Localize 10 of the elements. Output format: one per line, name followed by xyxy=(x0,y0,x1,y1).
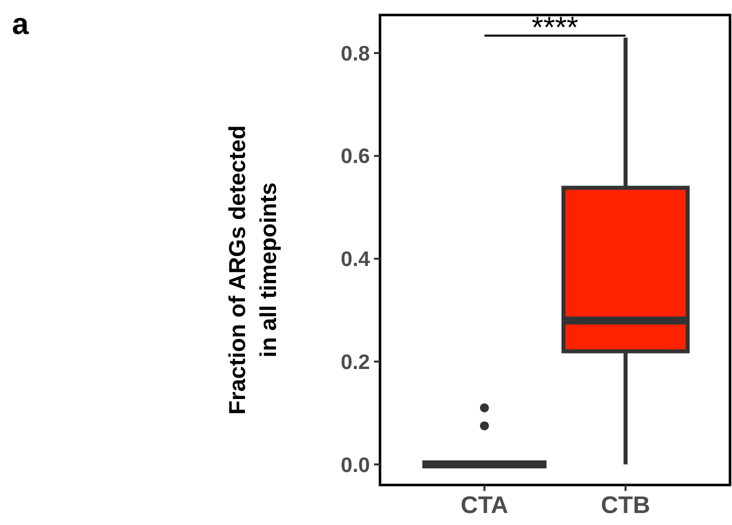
y-tick-label: 0.8 xyxy=(340,42,370,66)
y-axis-title: Fraction of ARGs detected in all timepoints xyxy=(224,125,281,415)
text: a xyxy=(12,8,29,41)
x-tick-label: CTA xyxy=(460,492,508,519)
y-tick-label: 0.6 xyxy=(340,145,370,168)
y-tick-label: 0.4 xyxy=(340,248,370,272)
x-tick-label: CTB xyxy=(600,492,650,519)
annotation: **** xyxy=(532,12,579,45)
y-tick-label: 0.0 xyxy=(340,454,370,477)
y-tick-label: 0.2 xyxy=(340,350,370,374)
